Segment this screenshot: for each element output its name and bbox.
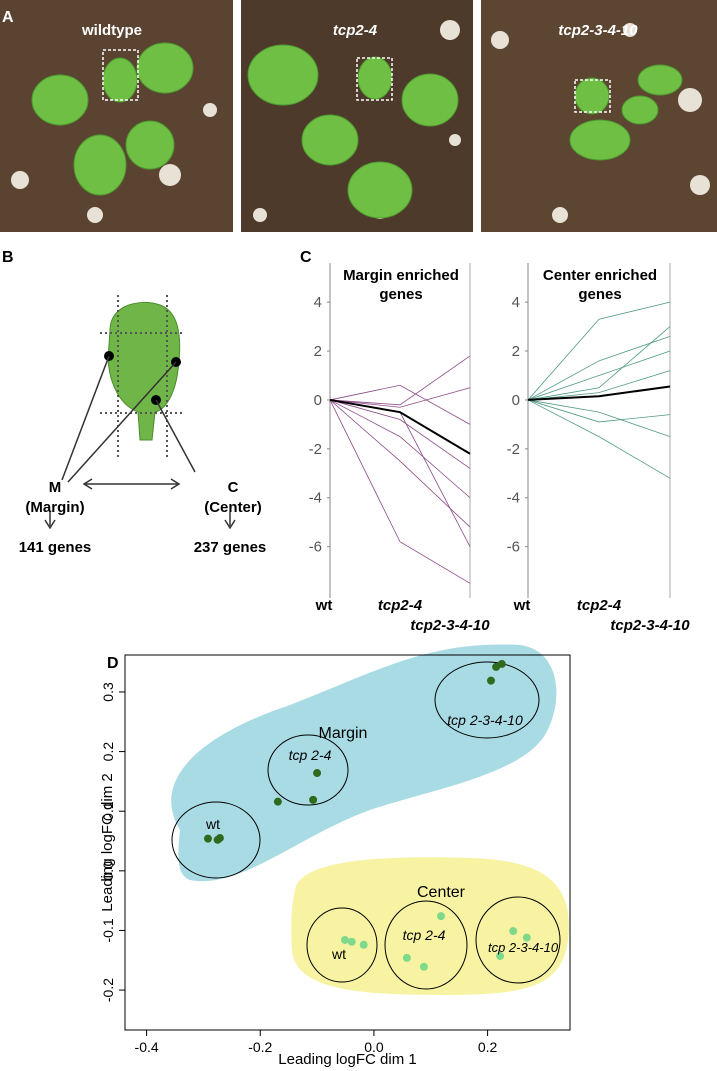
point [359, 940, 368, 949]
photo-bg [481, 0, 717, 232]
photo-label: tcp2-3-4-10 [558, 22, 638, 39]
point [309, 795, 318, 804]
diagram-label: 141 genes [19, 539, 92, 556]
x-tick-label: tcp2-3-4-10 [410, 617, 490, 634]
series-line [329, 399, 471, 584]
series-line [527, 399, 671, 437]
panel-label: A [2, 9, 14, 26]
series-line [329, 387, 471, 408]
point [340, 935, 349, 944]
y-tick-label: 4 [314, 294, 322, 311]
point [347, 937, 356, 946]
series-line [527, 399, 671, 479]
y-tick-label: 0 [512, 392, 520, 409]
panel-label: B [2, 249, 14, 266]
series-line [527, 399, 671, 423]
y-tick-label: 0.2 [100, 742, 116, 762]
y-tick-label: -0.1 [100, 918, 116, 942]
diagram-label: (Margin) [25, 499, 84, 516]
series-line [329, 355, 471, 406]
series-line [527, 326, 671, 401]
point [419, 962, 428, 971]
annotation: tcp 2-3-4-10 [488, 940, 559, 955]
x-tick-label: -0.4 [135, 1039, 159, 1055]
series-line [527, 350, 671, 401]
y-tick-label: -6 [507, 539, 520, 556]
y-tick-label: 0.3 [100, 682, 116, 702]
point [215, 834, 224, 843]
group-shapes [171, 644, 569, 995]
x-tick-label: tcp2-4 [378, 597, 423, 614]
diagram-label: C [228, 479, 239, 496]
y-axis-label: Leading logFC dim 2 [99, 773, 116, 911]
photos [0, 0, 717, 232]
y-tick-label: 0.0 [100, 861, 116, 881]
point [313, 769, 322, 778]
x-tick-label: 0.2 [478, 1039, 498, 1055]
x-tick-label: tcp2-4 [577, 597, 622, 614]
annotation: tcp 2-3-4-10 [447, 712, 523, 728]
point [496, 952, 505, 961]
y-tick-label: -2 [309, 441, 322, 458]
y-tick-label: -0.2 [100, 978, 116, 1002]
chart-title: Margin enriched genes [343, 267, 459, 303]
leaves [31, 42, 683, 219]
y-tick-label: -2 [507, 441, 520, 458]
y-tick-label: 0 [314, 392, 322, 409]
diagram-label: M [49, 479, 62, 496]
series-line [527, 335, 671, 401]
x-tick-label: 0.0 [364, 1039, 384, 1055]
group-label: Center [417, 884, 466, 901]
series-line [329, 398, 471, 455]
point [497, 659, 506, 668]
diagram-label: (Center) [204, 499, 262, 516]
series-line [329, 399, 471, 528]
x-tick-label: wt [315, 597, 333, 614]
y-tick-label: 2 [314, 343, 322, 360]
point [436, 912, 445, 921]
x-tick-label: -0.2 [248, 1039, 272, 1055]
series-line [329, 399, 471, 499]
panel-label: C [300, 249, 312, 266]
point [522, 933, 531, 942]
y-tick-label: 4 [512, 294, 520, 311]
diagram-label: 237 genes [194, 539, 267, 556]
photo-label: wildtype [81, 22, 142, 39]
annotation: wt [205, 816, 220, 832]
leaf-diagram [44, 295, 236, 530]
y-tick-label: -4 [507, 490, 520, 507]
series-line [527, 385, 671, 401]
series-line [329, 384, 471, 425]
annotation: tcp 2-4 [403, 927, 446, 943]
chart-title: Center enriched genes [542, 267, 658, 303]
x-tick-label: tcp2-3-4-10 [610, 617, 690, 634]
point [402, 953, 411, 962]
annotation: tcp 2-4 [289, 747, 332, 763]
annotation: wt [331, 946, 346, 962]
y-tick-label: -6 [309, 539, 322, 556]
photo-label: tcp2-4 [333, 22, 378, 39]
series-line [527, 370, 671, 401]
panel-label: D [107, 655, 119, 672]
y-tick-label: -4 [309, 490, 322, 507]
point [203, 834, 212, 843]
x-axis-label: Leading logFC dim 1 [278, 1051, 416, 1068]
group-label: Margin [319, 725, 368, 742]
y-tick-label: 2 [512, 343, 520, 360]
series-line [527, 301, 671, 401]
series-line [329, 399, 471, 547]
point [487, 676, 496, 685]
point [273, 797, 282, 806]
crop-boxes [102, 49, 611, 113]
point [509, 927, 518, 936]
series-line [329, 399, 471, 469]
x-tick-label: wt [513, 597, 531, 614]
y-tick-label: 0.1 [100, 801, 116, 821]
plot-frame [124, 654, 571, 1031]
